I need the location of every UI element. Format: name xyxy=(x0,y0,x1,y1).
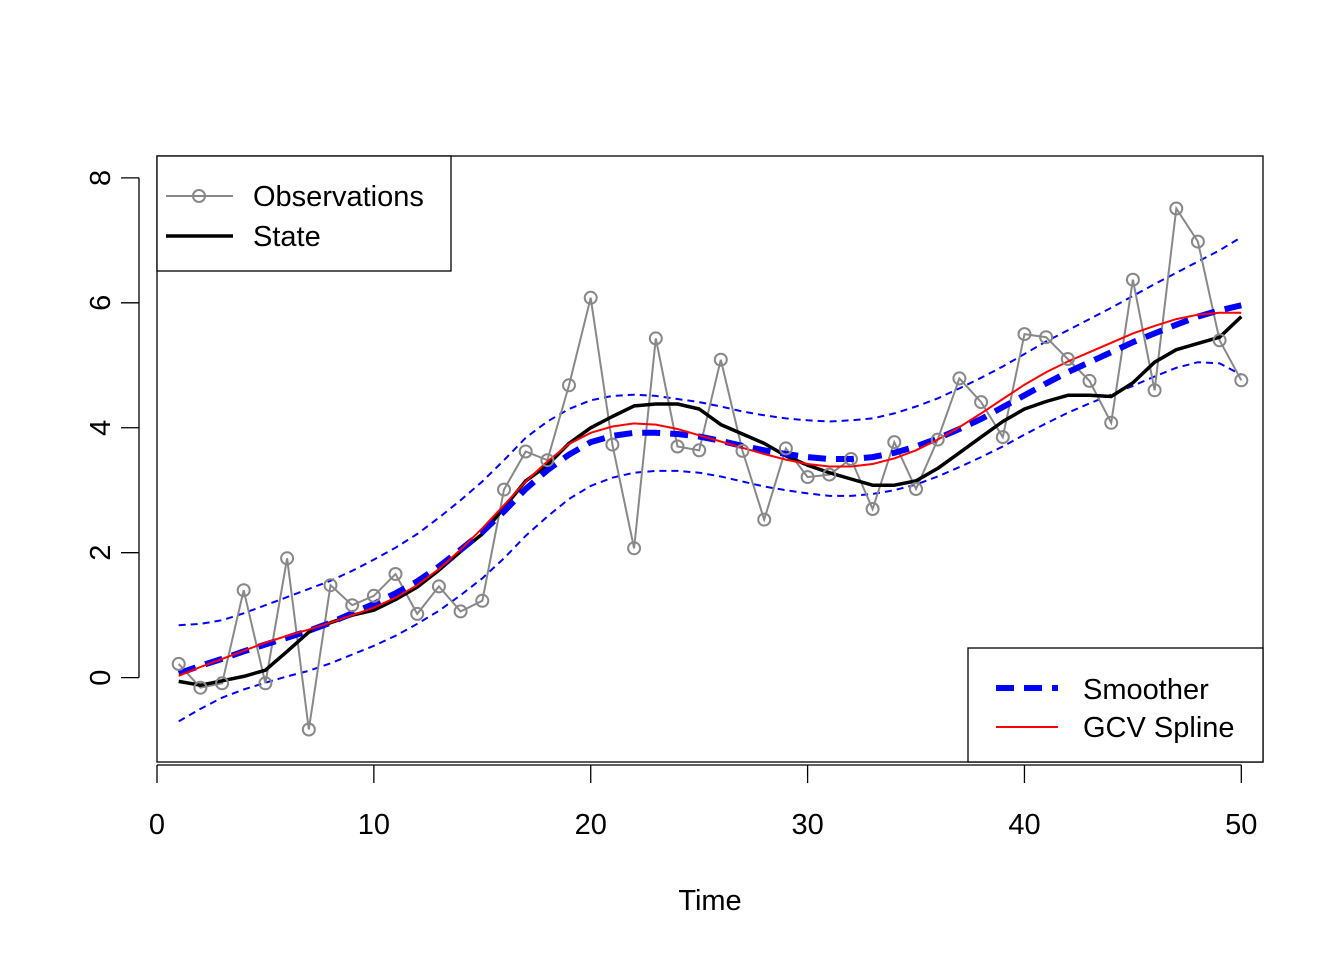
observation-point xyxy=(518,444,533,459)
observation-point xyxy=(930,432,945,447)
observation-point xyxy=(800,470,815,485)
observation-point xyxy=(692,443,707,458)
legend-smoother-label: Smoother xyxy=(1083,674,1209,706)
x-tick-label: 10 xyxy=(358,809,390,841)
observation-point xyxy=(323,578,338,593)
y-axis: 0 2 4 6 8 xyxy=(85,170,140,686)
observation-point xyxy=(1234,373,1249,388)
observation-point xyxy=(258,676,273,691)
confidence-bands xyxy=(178,236,1242,723)
observation-point xyxy=(193,680,208,695)
observation-point xyxy=(887,435,902,450)
observation-point xyxy=(431,579,446,594)
observation-point xyxy=(453,604,468,619)
legend-gcv-spline-label: GCV Spline xyxy=(1083,712,1235,744)
observation-point xyxy=(865,502,880,516)
observation-point xyxy=(1082,373,1097,388)
observation-point xyxy=(1125,272,1140,287)
observation-point xyxy=(410,606,425,621)
observation-point xyxy=(1169,201,1184,216)
observation-point xyxy=(388,567,403,581)
plot-frame xyxy=(156,155,1264,763)
observation-point xyxy=(995,430,1010,445)
x-tick-label: 40 xyxy=(1008,809,1040,841)
y-tick-label: 2 xyxy=(85,545,117,561)
observation-point xyxy=(583,290,598,305)
observation-point xyxy=(280,551,295,566)
observation-point xyxy=(1212,333,1227,348)
legend-bottom-right: Smoother GCV Spline xyxy=(967,647,1264,763)
legend-top-left: Observations State xyxy=(156,155,452,272)
observation-point xyxy=(713,352,728,367)
y-tick-label: 0 xyxy=(85,670,117,686)
observation-point xyxy=(540,453,555,468)
observation-point xyxy=(757,512,772,527)
x-tick-label: 50 xyxy=(1225,809,1257,841)
legend-top-left-box xyxy=(156,155,452,272)
observation-point xyxy=(735,443,750,458)
x-tick-label: 0 xyxy=(149,809,165,841)
observation-point xyxy=(475,593,490,608)
observation-point xyxy=(822,467,837,482)
observation-point xyxy=(648,331,663,346)
observation-point xyxy=(301,722,316,737)
observation-point xyxy=(171,656,186,671)
y-tick-label: 6 xyxy=(85,295,117,311)
observation-point xyxy=(497,482,511,497)
upper-confidence-band-line xyxy=(178,236,1242,627)
y-tick-label: 4 xyxy=(85,420,117,436)
observation-point xyxy=(1017,327,1032,342)
observation-point xyxy=(605,437,620,452)
observation-point xyxy=(1104,415,1119,430)
observation-point xyxy=(562,378,576,393)
observation-point xyxy=(215,676,230,691)
y-tick-label: 8 xyxy=(85,170,117,186)
observation-point xyxy=(366,588,381,603)
observation-points xyxy=(171,201,1249,737)
observation-point xyxy=(345,598,360,613)
lower-confidence-band-line xyxy=(178,361,1242,723)
observation-point xyxy=(909,482,923,496)
observation-point xyxy=(1039,330,1054,345)
legend-observations-label: Observations xyxy=(253,181,424,213)
observation-point xyxy=(236,583,251,598)
observation-point xyxy=(952,371,967,386)
x-axis: 0 10 20 30 40 50 xyxy=(149,764,1257,841)
observation-point xyxy=(844,452,858,466)
legend-bottom-right-box xyxy=(967,647,1264,763)
observation-point xyxy=(1147,383,1162,398)
observation-point xyxy=(974,395,989,410)
observation-point xyxy=(1060,352,1075,366)
x-tick-label: 20 xyxy=(575,809,607,841)
observation-point xyxy=(778,441,793,456)
observation-point xyxy=(1190,234,1205,249)
x-axis-title: Time xyxy=(678,885,741,917)
observation-point xyxy=(670,439,685,454)
legend-state-label: State xyxy=(253,221,321,253)
x-tick-label: 30 xyxy=(791,809,823,841)
legend-observations-marker xyxy=(192,189,206,203)
observation-point xyxy=(627,541,642,556)
